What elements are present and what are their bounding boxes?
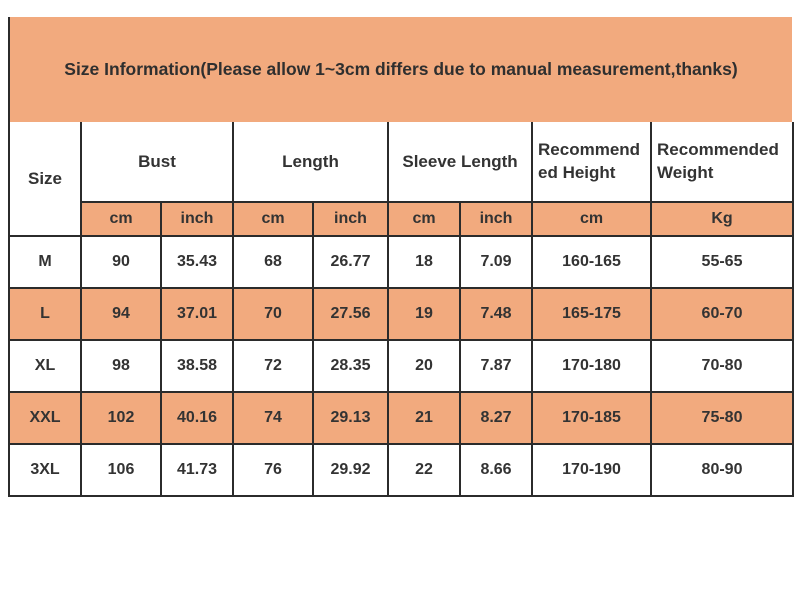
bust-cm-cell: 94: [80, 287, 162, 341]
sleeve-cm-cell: 19: [387, 287, 461, 341]
unit-header-sleeve-cm: cm: [387, 201, 461, 237]
weight-kg-cell: 55-65: [650, 235, 795, 289]
length-cm-cell: 68: [232, 235, 314, 289]
col-header-bust: Bust: [80, 122, 234, 203]
length-cm-cell: 72: [232, 339, 314, 393]
unit-header-bust-cm: cm: [80, 201, 162, 237]
bust-inch-cell: 35.43: [160, 235, 234, 289]
unit-header-length-cm: cm: [232, 201, 314, 237]
size-row-l: L 94 37.01 70 27.56 19 7.48 165-175 60-7…: [8, 287, 795, 341]
bust-cm-cell: 102: [80, 391, 162, 445]
col-header-recommended-weight: Recommended Weight: [650, 122, 795, 203]
sleeve-cm-cell: 18: [387, 235, 461, 289]
sleeve-cm-cell: 22: [387, 443, 461, 497]
length-cm-cell: 76: [232, 443, 314, 497]
col-header-recommended-height: Recommend ed Height: [531, 122, 653, 203]
size-row-xl: XL 98 38.58 72 28.35 20 7.87 170-180 70-…: [8, 339, 795, 393]
size-row-xxl: XXL 102 40.16 74 29.13 21 8.27 170-185 7…: [8, 391, 795, 445]
size-cell: M: [8, 235, 82, 289]
height-cm-cell: 170-180: [531, 339, 653, 393]
weight-kg-cell: 80-90: [650, 443, 795, 497]
height-cm-cell: 160-165: [531, 235, 653, 289]
unit-header-height-cm: cm: [531, 201, 653, 237]
sleeve-inch-cell: 7.87: [458, 339, 534, 393]
weight-kg-cell: 60-70: [650, 287, 795, 341]
size-cell: XL: [8, 339, 82, 393]
bust-inch-cell: 41.73: [160, 443, 234, 497]
group-header-row: Size Bust Length Sleeve Length Recommend…: [8, 122, 795, 237]
sleeve-inch-cell: 7.48: [458, 287, 534, 341]
height-cm-cell: 170-190: [531, 443, 653, 497]
sleeve-inch-cell: 7.09: [458, 235, 534, 289]
height-cm-cell: 170-185: [531, 391, 653, 445]
unit-header-length-inch: inch: [312, 201, 389, 237]
col-header-sleeve-length: Sleeve Length: [386, 122, 534, 203]
size-chart: Size Information(Please allow 1~3cm diff…: [8, 17, 795, 497]
sleeve-cm-cell: 20: [387, 339, 461, 393]
unit-header-weight-kg: Kg: [650, 201, 795, 237]
size-row-3xl: 3XL 106 41.73 76 29.92 22 8.66 170-190 8…: [8, 443, 795, 497]
sleeve-cm-cell: 21: [387, 391, 461, 445]
bust-inch-cell: 38.58: [160, 339, 234, 393]
size-cell: L: [8, 287, 82, 341]
height-cm-cell: 165-175: [531, 287, 653, 341]
size-cell: 3XL: [8, 443, 82, 497]
bust-cm-cell: 106: [80, 443, 162, 497]
size-info-banner: Size Information(Please allow 1~3cm diff…: [8, 17, 792, 122]
length-inch-cell: 27.56: [312, 287, 389, 341]
size-row-m: M 90 35.43 68 26.77 18 7.09 160-165 55-6…: [8, 235, 795, 289]
bust-inch-cell: 37.01: [160, 287, 234, 341]
length-inch-cell: 26.77: [312, 235, 389, 289]
weight-kg-cell: 75-80: [650, 391, 795, 445]
unit-header-row: cm inch cm inch cm inch cm Kg: [9, 201, 795, 237]
unit-header-bust-inch: inch: [160, 201, 234, 237]
unit-header-sleeve-inch: inch: [458, 201, 534, 237]
bust-cm-cell: 98: [80, 339, 162, 393]
length-cm-cell: 70: [232, 287, 314, 341]
length-inch-cell: 29.13: [312, 391, 389, 445]
size-cell: XXL: [8, 391, 82, 445]
length-inch-cell: 28.35: [312, 339, 389, 393]
weight-kg-cell: 70-80: [650, 339, 795, 393]
size-table: Size Bust Length Sleeve Length Recommend…: [8, 122, 795, 497]
sleeve-inch-cell: 8.27: [458, 391, 534, 445]
col-header-size: Size: [8, 122, 82, 237]
col-header-length: Length: [232, 122, 389, 203]
bust-cm-cell: 90: [80, 235, 162, 289]
length-cm-cell: 74: [232, 391, 314, 445]
bust-inch-cell: 40.16: [160, 391, 234, 445]
length-inch-cell: 29.92: [312, 443, 389, 497]
sleeve-inch-cell: 8.66: [458, 443, 534, 497]
